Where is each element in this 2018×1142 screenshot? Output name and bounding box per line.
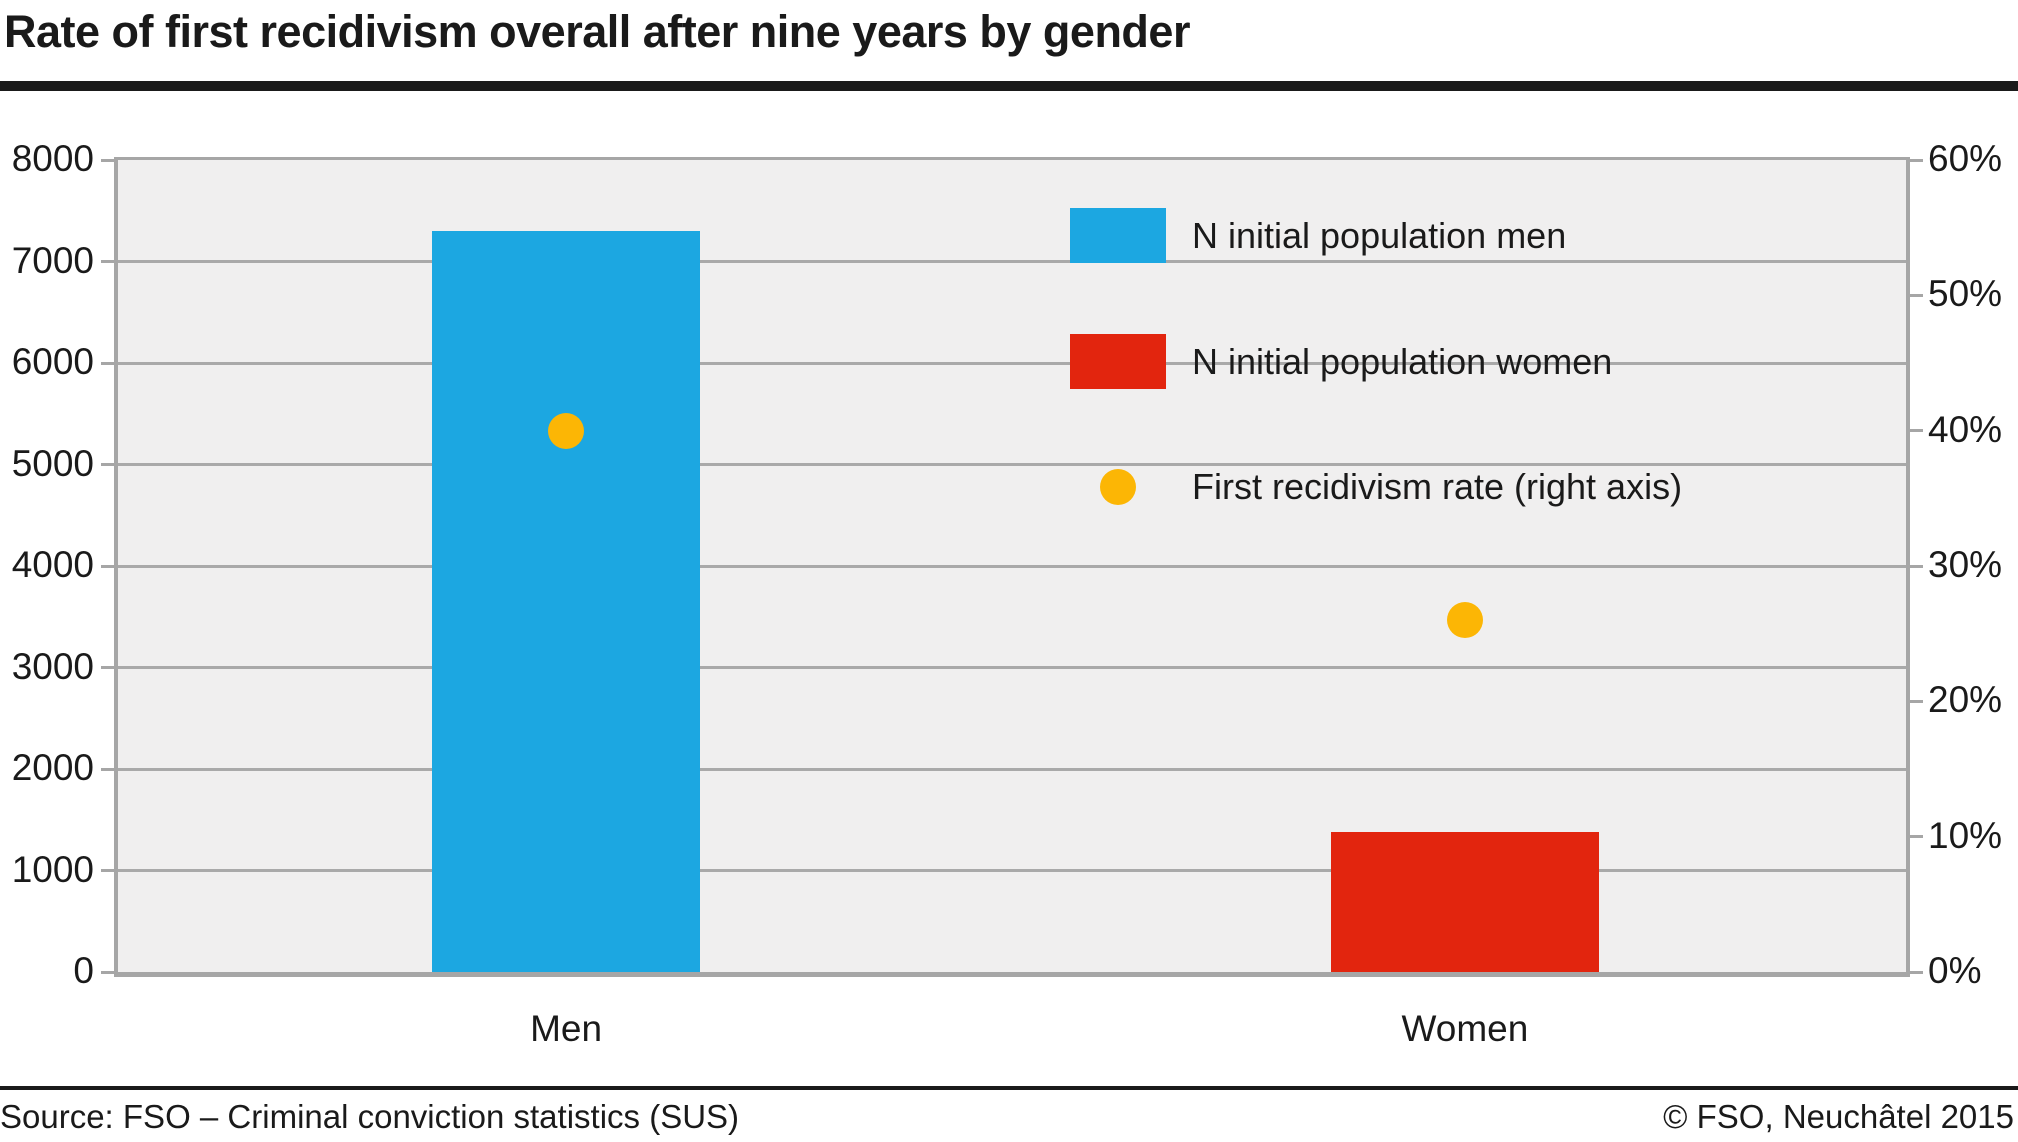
bar-men [432,231,701,972]
right-axis-label-0: 0% [1928,950,1982,992]
legend-label: N initial population men [1192,215,1567,256]
legend-swatch [1070,334,1166,389]
gridline-5000 [118,463,1906,466]
left-axis-label-3000: 3000 [11,645,94,687]
right-tick-40 [1910,429,1923,433]
left-tick-2000 [101,767,114,771]
rate-dot-men [548,412,585,449]
right-tick-10 [1910,835,1923,839]
right-axis-label-50: 50% [1928,273,2003,315]
right-axis-label-10: 10% [1928,814,2003,856]
left-tick-1000 [101,869,114,872]
legend-dot-icon [1100,469,1136,505]
left-tick-7000 [101,260,114,263]
left-axis-label-2000: 2000 [11,747,94,789]
left-axis-label-5000: 5000 [11,442,94,484]
right-tick-50 [1910,293,1923,297]
gridline-6000 [118,361,1906,365]
left-tick-0 [101,970,114,974]
chart-title: Rate of first recidivism overall after n… [4,6,1190,57]
right-axis-label-30: 30% [1928,544,2003,586]
category-label-women: Women [1401,1008,1529,1049]
footer-divider [0,1086,2018,1090]
left-tick-6000 [101,361,114,365]
left-tick-4000 [101,564,114,568]
right-tick-20 [1910,699,1923,703]
title-divider [0,81,2018,91]
left-axis-label-4000: 4000 [11,544,94,586]
right-tick-30 [1910,564,1923,568]
right-axis-label-20: 20% [1928,679,2003,721]
legend-label: First recidivism rate (right axis) [1192,466,1683,507]
gridline-2000 [118,767,1906,771]
copyright-note: © FSO, Neuchâtel 2015 [1663,1098,2014,1135]
category-label-men: Men [530,1008,603,1049]
left-tick-3000 [101,666,114,669]
gridline-3000 [118,666,1906,669]
gridline-4000 [118,564,1906,568]
left-tick-8000 [101,158,114,162]
left-axis-label-8000: 8000 [11,138,94,180]
legend-item: N initial population women [1070,334,1770,389]
plot-area [101,157,1923,977]
legend-item: N initial population men [1070,208,1770,263]
legend-item: First recidivism rate (right axis) [1070,459,1770,514]
left-axis-label-6000: 6000 [11,341,94,383]
right-tick-60 [1910,158,1923,162]
source-note: Source: FSO – Criminal conviction statis… [0,1098,740,1135]
left-axis-label-7000: 7000 [11,239,94,281]
right-axis-label-40: 40% [1928,408,2003,450]
rate-dot-women [1446,602,1483,639]
right-axis-label-60: 60% [1928,138,2003,180]
legend-label: N initial population women [1192,341,1613,382]
right-tick-0 [1910,970,1923,974]
gridline-7000 [118,260,1906,263]
legend: N initial population men N initial popula… [1070,208,1770,538]
left-axis-label-0: 0 [73,950,94,992]
gridline-1000 [118,869,1906,872]
left-tick-5000 [101,463,114,466]
legend-swatch [1070,208,1166,263]
left-axis-label-1000: 1000 [11,848,94,890]
bar-women [1330,831,1599,972]
